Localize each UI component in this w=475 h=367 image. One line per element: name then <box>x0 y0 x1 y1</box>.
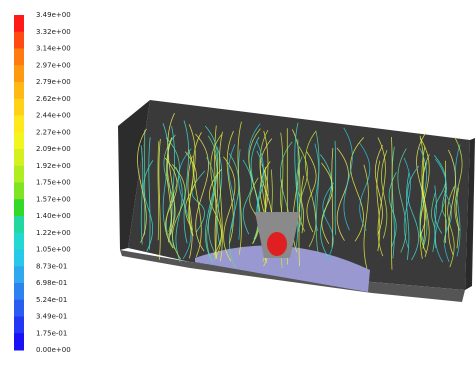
colorbar-band <box>14 166 24 183</box>
colorbar-band <box>14 266 24 283</box>
colorbar-label: 3.49e-01 <box>36 313 67 321</box>
colorbar-label: 1.57e+00 <box>36 195 71 203</box>
colorbar-label: 2.97e+00 <box>36 61 71 69</box>
colorbar-label: 0.00e+00 <box>36 346 71 354</box>
colorbar-band <box>14 283 24 300</box>
colorbar-band <box>14 250 24 267</box>
colorbar-band <box>14 99 24 116</box>
colorbar-label: 2.27e+00 <box>36 128 71 136</box>
colorbar-label: 1.22e+00 <box>36 229 71 237</box>
colorbar-band <box>14 317 24 334</box>
colorbar-band <box>14 82 24 99</box>
colorbar-label: 1.75e-01 <box>36 329 67 337</box>
colorbar-band <box>14 49 24 66</box>
colorbar-band <box>14 199 24 216</box>
colorbar-band <box>14 183 24 200</box>
colorbar-label: 3.32e+00 <box>36 28 71 36</box>
colorbar-label: 1.05e+00 <box>36 246 71 254</box>
colorbar-band <box>14 32 24 49</box>
colorbar-band <box>14 233 24 250</box>
colorbar-label: 3.14e+00 <box>36 45 71 53</box>
colorbar: 3.49e+00 3.32e+00 3.14e+00 2.97e+00 2.79e+00… <box>14 11 71 354</box>
colorbar-label: 1.92e+00 <box>36 162 71 170</box>
inlet-hotspot <box>267 232 287 256</box>
colorbar-label: 2.79e+00 <box>36 78 71 86</box>
colorbar-band <box>14 15 24 32</box>
colorbar-label: 3.49e+00 <box>36 11 71 19</box>
colorbar-label: 2.09e+00 <box>36 145 71 153</box>
colorbar-band <box>14 333 24 350</box>
colorbar-label: 2.44e+00 <box>36 112 71 120</box>
colorbar-label: 1.75e+00 <box>36 179 71 187</box>
colorbar-label: 2.62e+00 <box>36 95 71 103</box>
colorbar-band <box>14 65 24 82</box>
colorbar-band <box>14 116 24 133</box>
colorbar-label: 6.98e-01 <box>36 279 67 287</box>
colorbar-label: 8.73e-01 <box>36 262 67 270</box>
scene <box>118 100 475 302</box>
colorbar-band <box>14 149 24 166</box>
visualization: 3.49e+00 3.32e+00 3.14e+00 2.97e+00 2.79e+00… <box>0 0 475 367</box>
colorbar-band <box>14 300 24 317</box>
colorbar-label: 5.24e-01 <box>36 296 67 304</box>
colorbar-label: 1.40e+00 <box>36 212 71 220</box>
colorbar-band <box>14 216 24 233</box>
colorbar-band <box>14 132 24 149</box>
